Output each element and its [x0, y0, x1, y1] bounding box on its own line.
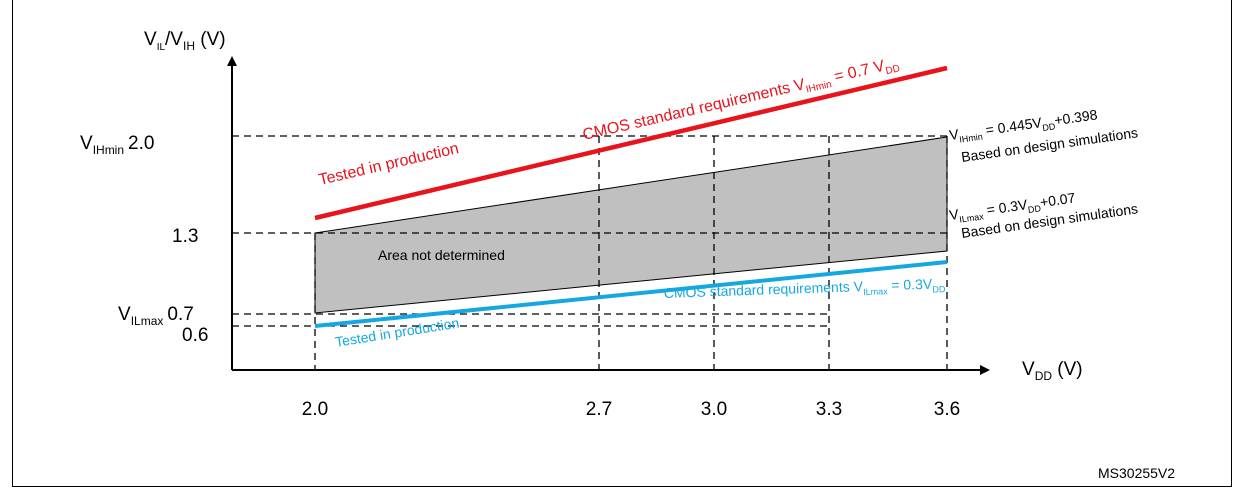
- y-tick-2-0: VIHmin 2.0: [80, 133, 154, 157]
- sim-vil-formula: VILmax = 0.3VDD+0.07: [948, 189, 1077, 226]
- y-tick-0-6: 0.6: [182, 325, 208, 346]
- figure-frame: [12, 0, 1232, 487]
- cmos-vil-label: CMOS standard requirements VILmax = 0.3V…: [664, 275, 946, 304]
- y-tick-0-7: VILmax 0.7: [118, 304, 194, 328]
- area-not-determined-label: Area not determined: [378, 247, 505, 263]
- x-axis-title: VDD (V): [1022, 359, 1083, 383]
- x-tick-3-6: 3.6: [934, 399, 960, 420]
- x-tick-3-0: 3.0: [701, 399, 727, 420]
- vil-tested-label: Tested in production: [334, 315, 460, 350]
- x-tick-2-7: 2.7: [586, 399, 612, 420]
- cmos-vih-line: [314, 65, 948, 221]
- vih-tested-label: Tested in production: [317, 140, 460, 189]
- cmos-vih-label: CMOS standard requirements VIHmin = 0.7 …: [581, 54, 901, 146]
- x-tick-3-3: 3.3: [816, 399, 842, 420]
- y-tick-1-3: 1.3: [172, 226, 198, 247]
- reference-code: MS30255V2: [1098, 465, 1175, 481]
- y-axis-title: VIL/VIH (V): [144, 29, 226, 53]
- cmos-vil-line: [314, 260, 948, 328]
- x-tick-2-0: 2.0: [302, 399, 328, 420]
